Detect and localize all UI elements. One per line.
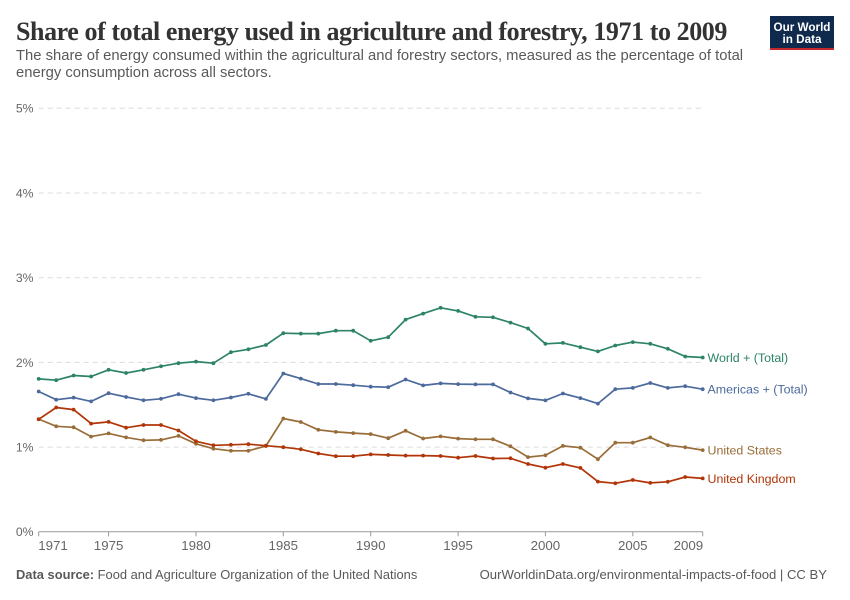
svg-text:1995: 1995 xyxy=(443,538,473,553)
svg-text:1971: 1971 xyxy=(38,538,68,553)
svg-text:0%: 0% xyxy=(16,525,34,539)
svg-text:United States: United States xyxy=(708,444,782,458)
svg-text:1975: 1975 xyxy=(94,538,124,553)
svg-text:5%: 5% xyxy=(16,102,34,116)
svg-text:1985: 1985 xyxy=(269,538,299,553)
svg-text:2000: 2000 xyxy=(531,538,561,553)
svg-text:2009: 2009 xyxy=(674,538,704,553)
svg-text:World + (Total): World + (Total) xyxy=(708,351,789,365)
svg-text:United Kingdom: United Kingdom xyxy=(708,472,796,486)
svg-text:1990: 1990 xyxy=(356,538,386,553)
svg-text:3%: 3% xyxy=(16,271,34,285)
svg-text:4%: 4% xyxy=(16,186,34,200)
svg-text:2005: 2005 xyxy=(618,538,648,553)
svg-text:2%: 2% xyxy=(16,356,34,370)
svg-text:1980: 1980 xyxy=(181,538,211,553)
svg-text:1%: 1% xyxy=(16,441,34,455)
svg-text:Americas + (Total): Americas + (Total) xyxy=(708,383,808,397)
